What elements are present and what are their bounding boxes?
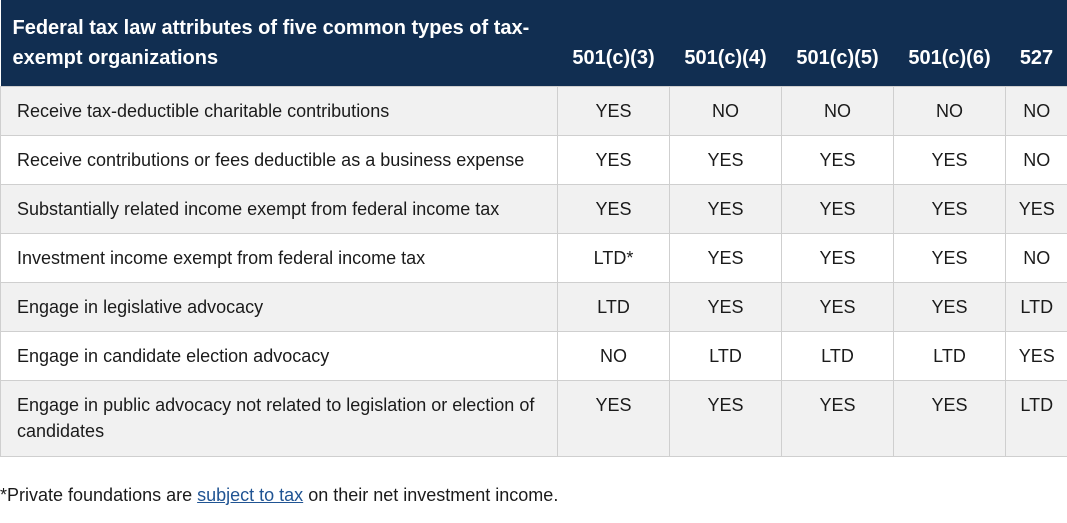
table-cell: YES — [557, 85, 670, 136]
table-cell: YES — [893, 183, 1006, 234]
column-header-501c3: 501(c)(3) — [572, 46, 655, 69]
table-cell: YES — [781, 183, 894, 234]
column-header-501c4: 501(c)(4) — [684, 46, 767, 69]
table-cell: YES — [669, 183, 782, 234]
table-cell: NO — [669, 85, 782, 136]
row-label: Receive contributions or fees deductible… — [0, 134, 558, 185]
table-row: Receive contributions or fees deductible… — [0, 134, 1067, 185]
table-row: Investment income exempt from federal in… — [0, 232, 1067, 283]
row-label: Engage in candidate election advocacy — [0, 330, 558, 381]
table-cell: LTD — [557, 281, 670, 332]
table-body: Receive tax-deductible charitable contri… — [0, 85, 1067, 457]
row-label: Substantially related income exempt from… — [0, 183, 558, 234]
table-cell: YES — [893, 134, 1006, 185]
table-title: Federal tax law attributes of five commo… — [12, 16, 530, 69]
subject-to-tax-link[interactable]: subject to tax — [197, 485, 304, 505]
table-cell: YES — [781, 379, 894, 457]
table-cell: NO — [1005, 134, 1067, 185]
table-row: Substantially related income exempt from… — [0, 183, 1067, 234]
table-cell: YES — [1005, 330, 1067, 381]
table-cell: YES — [781, 134, 894, 185]
table-cell: YES — [781, 232, 894, 283]
row-label: Engage in legislative advocacy — [0, 281, 558, 332]
table-cell: LTD — [781, 330, 894, 381]
table-cell: YES — [669, 134, 782, 185]
tax-attributes-table: Federal tax law attributes of five commo… — [0, 0, 1067, 457]
table-cell: NO — [1005, 232, 1067, 283]
column-header-501c5: 501(c)(5) — [796, 46, 879, 69]
column-header-501c6: 501(c)(6) — [908, 46, 991, 69]
table-cell: LTD — [1005, 379, 1067, 457]
table-row: Receive tax-deductible charitable contri… — [0, 85, 1067, 136]
footnote-prefix: *Private foundations are — [0, 485, 198, 505]
table-cell: NO — [1005, 85, 1067, 136]
table-row: Engage in candidate election advocacy NO… — [0, 330, 1067, 381]
table-cell: YES — [669, 379, 782, 457]
table-cell: LTD — [1005, 281, 1067, 332]
footnote-suffix: on their net investment income. — [303, 485, 559, 505]
table-cell: YES — [557, 379, 670, 457]
table-cell: NO — [557, 330, 670, 381]
table-cell: YES — [669, 281, 782, 332]
table-cell: YES — [893, 232, 1006, 283]
table-cell: YES — [781, 281, 894, 332]
table-cell: NO — [893, 85, 1006, 136]
table-cell: NO — [781, 85, 894, 136]
table-row: Engage in legislative advocacy LTD YES Y… — [0, 281, 1067, 332]
row-label: Receive tax-deductible charitable contri… — [0, 85, 558, 136]
header-row: Federal tax law attributes of five commo… — [0, 0, 1067, 86]
table-header: Federal tax law attributes of five commo… — [0, 0, 1067, 86]
page: Federal tax law attributes of five commo… — [0, 0, 1067, 505]
table-cell: YES — [1005, 183, 1067, 234]
table-cell: YES — [893, 379, 1006, 457]
table-cell: YES — [669, 232, 782, 283]
row-label: Investment income exempt from federal in… — [0, 232, 558, 283]
table-row: Engage in public advocacy not related to… — [0, 379, 1067, 457]
row-label: Engage in public advocacy not related to… — [0, 379, 558, 457]
table-cell: LTD — [669, 330, 782, 381]
column-header-527: 527 — [1019, 46, 1054, 69]
footnote: *Private foundations are subject to tax … — [0, 482, 558, 508]
table-cell: LTD — [893, 330, 1006, 381]
table-cell: YES — [893, 281, 1006, 332]
table-cell: YES — [557, 134, 670, 185]
table-cell: YES — [557, 183, 670, 234]
table-cell: LTD* — [557, 232, 670, 283]
